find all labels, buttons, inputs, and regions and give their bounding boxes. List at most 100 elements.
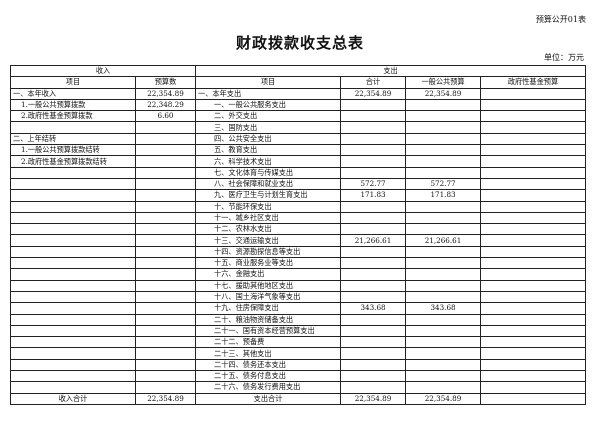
income-budget — [134, 313, 197, 326]
expense-fund — [480, 155, 587, 168]
table-row: 1.一般公共预算拨款 22,348.29 一、一般公共服务支出 — [10, 98, 587, 112]
expense-item: 二、外交支出 — [195, 110, 342, 123]
income-item-header: 项目 — [10, 76, 136, 89]
income-item — [10, 358, 136, 372]
table-row: 十、节能环保支出 — [10, 200, 587, 213]
expense-total — [340, 290, 407, 304]
expense-total — [340, 98, 407, 112]
expense-general — [405, 200, 482, 213]
expense-total — [340, 313, 407, 326]
expense-fund — [480, 324, 587, 338]
expense-fund — [480, 166, 587, 179]
expense-total — [340, 166, 407, 179]
expense-item: 十一、城乡社区支出 — [195, 211, 342, 225]
expense-item: 二十四、债务还本支出 — [195, 358, 342, 372]
table-row: 十八、国土海洋气象等支出 — [10, 290, 587, 304]
income-budget — [134, 200, 197, 213]
expense-general — [405, 370, 482, 383]
expense-item: 十九、住房保障支出 — [195, 302, 342, 315]
income-budget — [134, 336, 197, 349]
expense-item: 五、教育支出 — [195, 144, 342, 157]
expense-item: 三、国防支出 — [195, 121, 342, 134]
expense-general — [405, 358, 482, 372]
expense-total — [340, 381, 407, 394]
expense-item: 二十一、国有资本经营预算支出 — [195, 324, 342, 338]
fund-header: 政府性基金预算 — [480, 76, 587, 89]
income-budget — [134, 121, 197, 134]
expense-item: 二十、粮油物资储备支出 — [195, 313, 342, 326]
income-budget — [134, 132, 197, 146]
income-item — [10, 268, 136, 281]
table-row: 七、文化体育与传媒支出 — [10, 166, 587, 179]
expense-fund — [480, 336, 587, 349]
expense-fund — [480, 234, 587, 247]
income-item — [10, 234, 136, 247]
budget-table: 收入 支出 项目 预算数 项目 合计 一般公共预算 政府性基金预算 一、本年收入… — [9, 64, 587, 405]
unit-label: 单位：万元 — [544, 53, 584, 62]
income-budget — [134, 155, 197, 168]
expense-item: 十七、援助其他地区支出 — [195, 279, 342, 292]
table-row: 二十、粮油物资储备支出 — [10, 313, 587, 326]
table-row: 1.一般公共预算拨款结转 五、教育支出 — [10, 144, 587, 157]
income-item — [10, 166, 136, 179]
expense-item: 七、文化体育与传媒支出 — [195, 166, 342, 179]
expense-item: 二十六、债务发行费用支出 — [195, 381, 342, 394]
expense-fund — [480, 200, 587, 213]
table-row: 二十五、债务付息支出 — [10, 370, 587, 383]
expense-header: 支出 — [195, 64, 587, 78]
expense-fund — [480, 257, 587, 270]
income-item: 二、上年结转 — [10, 132, 136, 146]
income-item — [10, 324, 136, 338]
expense-general — [405, 155, 482, 168]
income-item: 2.政府性基金预算拨款结转 — [10, 155, 136, 168]
income-item — [10, 121, 136, 134]
income-budget — [134, 302, 197, 315]
expense-total: 171.83 — [340, 189, 407, 202]
income-item — [10, 381, 136, 394]
income-item — [10, 211, 136, 225]
table-row: 十一、城乡社区支出 — [10, 211, 587, 225]
income-item — [10, 290, 136, 304]
expense-total — [340, 245, 407, 259]
expense-general — [405, 144, 482, 157]
expense-general — [405, 245, 482, 259]
expense-general — [405, 110, 482, 123]
income-item — [10, 245, 136, 259]
table-row: 2.政府性基金预算拨款 6.60 二、外交支出 — [10, 110, 587, 123]
expense-general — [405, 336, 482, 349]
income-item — [10, 177, 136, 191]
expense-fund — [480, 290, 587, 304]
expense-item: 十三、交通运输支出 — [195, 234, 342, 247]
expense-total — [340, 200, 407, 213]
expense-total — [340, 336, 407, 349]
expense-total — [340, 279, 407, 292]
expense-fund — [480, 347, 587, 360]
income-budget-header: 预算数 — [134, 76, 197, 89]
table-row: 十五、商业服务业等支出 — [10, 257, 587, 270]
income-budget — [134, 234, 197, 247]
expense-total — [340, 324, 407, 338]
expense-total — [340, 155, 407, 168]
expense-item: 九、医疗卫生与计划生育支出 — [195, 189, 342, 202]
expense-item: 四、公共安全支出 — [195, 132, 342, 146]
expense-fund — [480, 358, 587, 372]
expense-fund — [480, 313, 587, 326]
expense-item: 二十三、其他支出 — [195, 347, 342, 360]
income-budget — [134, 166, 197, 179]
income-budget — [134, 290, 197, 304]
income-item — [10, 223, 136, 236]
income-budget: 22,348.29 — [134, 98, 197, 112]
table-row: 二十一、国有资本经营预算支出 — [10, 324, 587, 338]
expense-item: 一、本年支出 — [195, 87, 342, 100]
expense-fund — [480, 132, 587, 146]
expense-general — [405, 223, 482, 236]
totals-row: 收入合计 22,354.89 支出合计 22,354.89 22,354.89 — [10, 392, 587, 405]
income-budget — [134, 211, 197, 225]
expense-fund — [480, 87, 587, 100]
page-title: 财政拨款收支总表 — [235, 34, 364, 52]
income-budget — [134, 268, 197, 281]
expense-item: 十二、农林水支出 — [195, 223, 342, 236]
expense-total — [340, 121, 407, 134]
income-budget — [134, 177, 197, 191]
expense-fund — [480, 268, 587, 281]
